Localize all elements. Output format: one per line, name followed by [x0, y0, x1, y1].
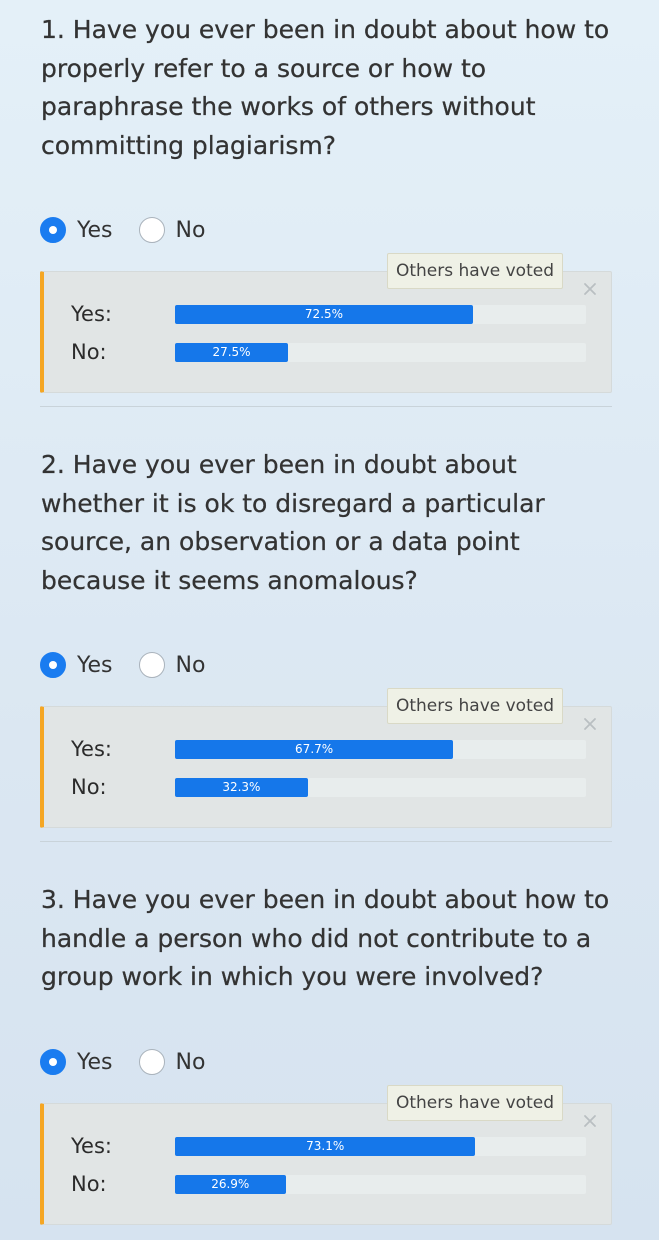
yes-bar-fill: 73.1%	[175, 1137, 476, 1156]
yes-label: Yes	[77, 652, 113, 678]
no-bar-fill: 32.3%	[175, 778, 308, 797]
results-panel: Others have voted Yes: 72.5% No: 27.5%	[40, 253, 612, 393]
answer-options: Yes No	[40, 650, 205, 680]
results-panel: Others have voted Yes: 73.1% No: 26.9%	[40, 1085, 612, 1225]
yes-option[interactable]: Yes	[40, 652, 113, 678]
no-label: No	[175, 217, 206, 243]
result-label-no: No:	[71, 775, 107, 799]
yes-radio[interactable]	[40, 217, 66, 243]
yes-option[interactable]: Yes	[40, 217, 113, 243]
no-label: No	[175, 652, 206, 678]
no-bar-track: 32.3%	[175, 778, 586, 797]
yes-percent: 72.5%	[304, 307, 344, 321]
yes-radio[interactable]	[40, 652, 66, 678]
no-radio[interactable]	[138, 652, 165, 678]
result-label-yes: Yes:	[71, 302, 112, 326]
no-radio[interactable]	[138, 1049, 165, 1075]
result-row-yes: Yes: 67.7%	[71, 737, 586, 761]
others-voted-badge: Others have voted	[386, 688, 563, 724]
others-voted-badge: Others have voted	[386, 253, 563, 289]
yes-bar-track: 73.1%	[175, 1137, 586, 1156]
no-percent: 32.3%	[222, 780, 261, 794]
no-percent: 27.5%	[212, 345, 251, 359]
close-icon[interactable]	[583, 282, 597, 296]
no-option[interactable]: No	[138, 652, 206, 678]
no-bar-fill: 26.9%	[175, 1175, 286, 1194]
yes-bar-fill: 67.7%	[175, 740, 454, 759]
close-icon[interactable]	[583, 1114, 597, 1128]
no-bar-track: 27.5%	[175, 343, 586, 362]
no-label: No	[175, 1049, 206, 1075]
no-bar-track: 26.9%	[175, 1175, 586, 1194]
yes-bar-track: 72.5%	[175, 305, 586, 324]
question-title: 1. Have you ever been in doubt about how…	[41, 15, 610, 161]
result-label-yes: Yes:	[71, 1134, 112, 1158]
result-row-no: No: 32.3%	[71, 775, 586, 799]
question-title: 2. Have you ever been in doubt about whe…	[41, 450, 545, 596]
divider	[40, 406, 612, 407]
close-icon[interactable]	[583, 717, 597, 731]
yes-percent: 73.1%	[306, 1139, 345, 1153]
yes-percent: 67.7%	[295, 742, 334, 756]
question-title: 3. Have you ever been in doubt about how…	[41, 885, 610, 992]
yes-radio[interactable]	[40, 1049, 66, 1075]
divider	[40, 841, 612, 842]
result-row-yes: Yes: 72.5%	[71, 302, 586, 326]
no-option[interactable]: No	[138, 217, 206, 243]
results-panel: Others have voted Yes: 67.7% No: 32.3%	[40, 688, 612, 828]
answer-options: Yes No	[40, 1047, 205, 1077]
result-row-no: No: 27.5%	[71, 340, 586, 364]
result-label-no: No:	[71, 340, 107, 364]
result-row-yes: Yes: 73.1%	[71, 1134, 586, 1158]
answer-options: Yes No	[40, 215, 205, 245]
yes-bar-fill: 72.5%	[175, 305, 473, 324]
others-voted-badge: Others have voted	[386, 1085, 563, 1121]
result-label-yes: Yes:	[71, 737, 112, 761]
yes-bar-track: 67.7%	[175, 740, 586, 759]
no-bar-fill: 27.5%	[175, 343, 289, 362]
no-percent: 26.9%	[211, 1177, 250, 1191]
result-label-no: No:	[71, 1172, 107, 1196]
yes-option[interactable]: Yes	[40, 1049, 113, 1075]
yes-label: Yes	[77, 217, 113, 243]
result-row-no: No: 26.9%	[71, 1172, 586, 1196]
no-option[interactable]: No	[138, 1049, 206, 1075]
no-radio[interactable]	[138, 217, 165, 243]
yes-label: Yes	[77, 1049, 113, 1075]
